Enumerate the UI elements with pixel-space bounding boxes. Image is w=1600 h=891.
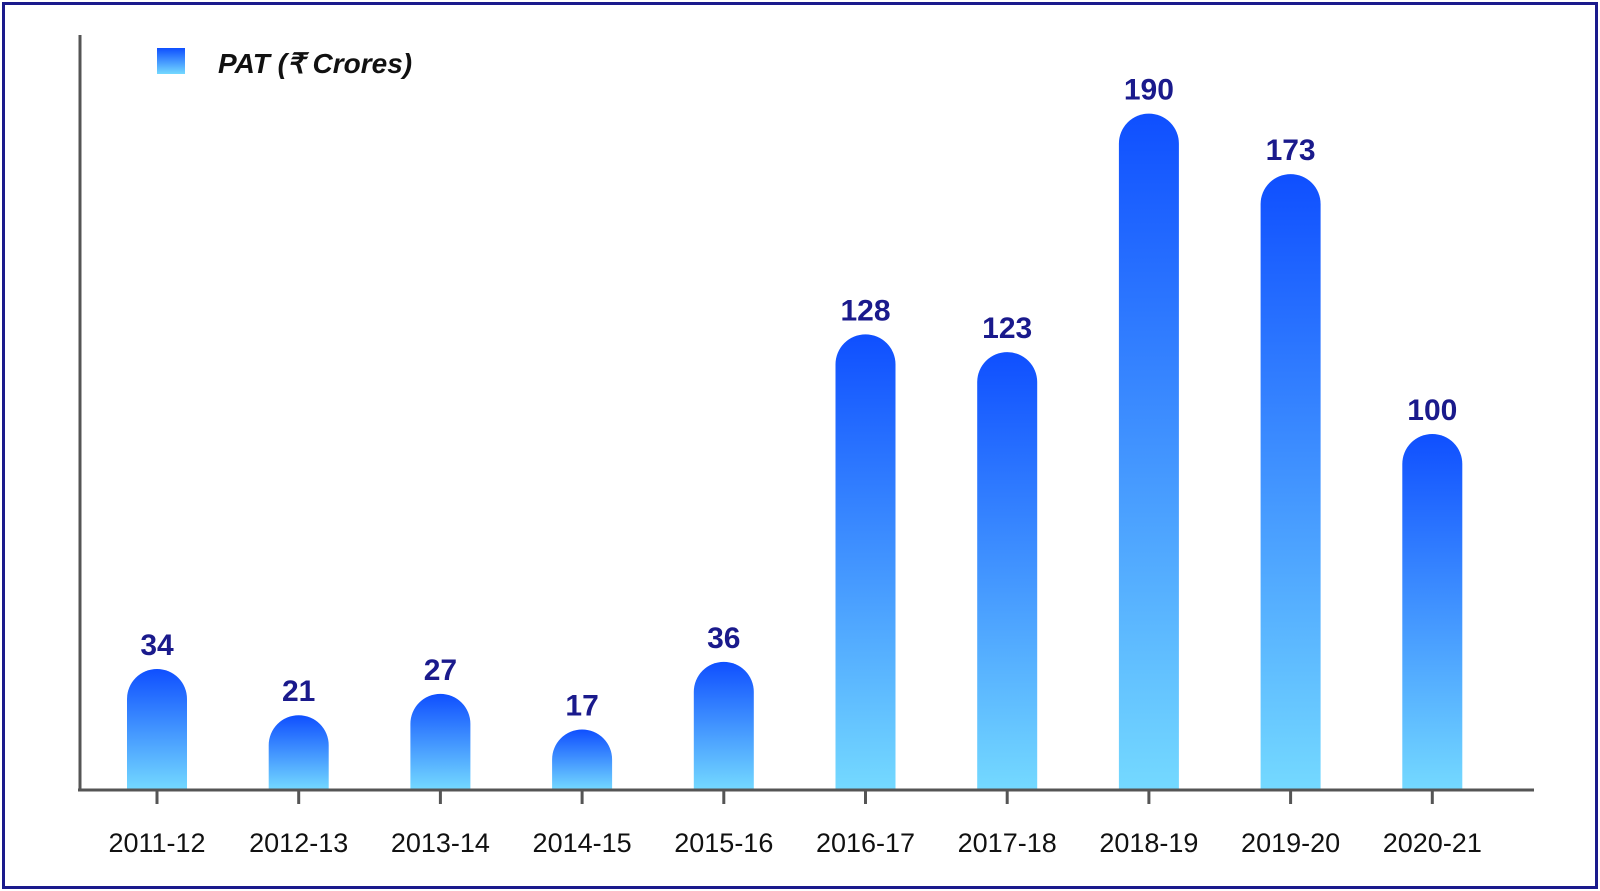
- bar-2015-16: [693, 661, 754, 790]
- bar-2018-19: [1118, 113, 1179, 790]
- x-tick-label-2014-15: 2014-15: [533, 828, 632, 858]
- x-tick-label-2015-16: 2015-16: [674, 828, 773, 858]
- legend: PAT (₹ Crores): [157, 48, 412, 79]
- value-label-2011-12: 34: [140, 629, 174, 662]
- x-ticks-group: [155, 790, 1434, 804]
- bar-2020-21: [1402, 434, 1463, 790]
- x-tick-labels-group: 2011-12 2012-13 2013-14 2014-15 2015-16 2016-…: [108, 828, 1481, 858]
- value-label-2020-21: 100: [1407, 394, 1457, 427]
- value-labels-group: 34 21 27 17 36 128 123 190 173 100: [140, 74, 1457, 723]
- x-tick-label-2020-21: 2020-21: [1383, 828, 1482, 858]
- x-tick-label-2012-13: 2012-13: [249, 828, 348, 858]
- bar-2012-13: [268, 715, 329, 790]
- x-tick-label-2016-17: 2016-17: [816, 828, 915, 858]
- x-tick-label-2017-18: 2017-18: [958, 828, 1057, 858]
- value-label-2015-16: 36: [707, 622, 740, 655]
- value-label-2012-13: 21: [282, 675, 315, 708]
- legend-label: PAT (₹ Crores): [218, 48, 412, 79]
- bar-2019-20: [1260, 174, 1321, 791]
- x-tick-label-2018-19: 2018-19: [1099, 828, 1198, 858]
- x-tick-label-2011-12: 2011-12: [108, 828, 205, 858]
- bars-group: [127, 113, 1463, 791]
- value-label-2017-18: 123: [982, 312, 1032, 345]
- x-tick-label-2019-20: 2019-20: [1241, 828, 1340, 858]
- value-label-2016-17: 128: [840, 294, 890, 327]
- value-label-2013-14: 27: [424, 654, 457, 687]
- bar-2016-17: [835, 334, 896, 790]
- bar-2013-14: [410, 693, 471, 790]
- bar-2011-12: [127, 668, 187, 790]
- bar-2014-15: [552, 729, 613, 790]
- value-label-2014-15: 17: [565, 689, 598, 722]
- x-tick-label-2013-14: 2013-14: [391, 828, 490, 858]
- legend-swatch: [157, 48, 185, 74]
- bar-2017-18: [977, 352, 1038, 790]
- value-label-2019-20: 173: [1266, 134, 1316, 167]
- value-label-2018-19: 190: [1124, 74, 1174, 107]
